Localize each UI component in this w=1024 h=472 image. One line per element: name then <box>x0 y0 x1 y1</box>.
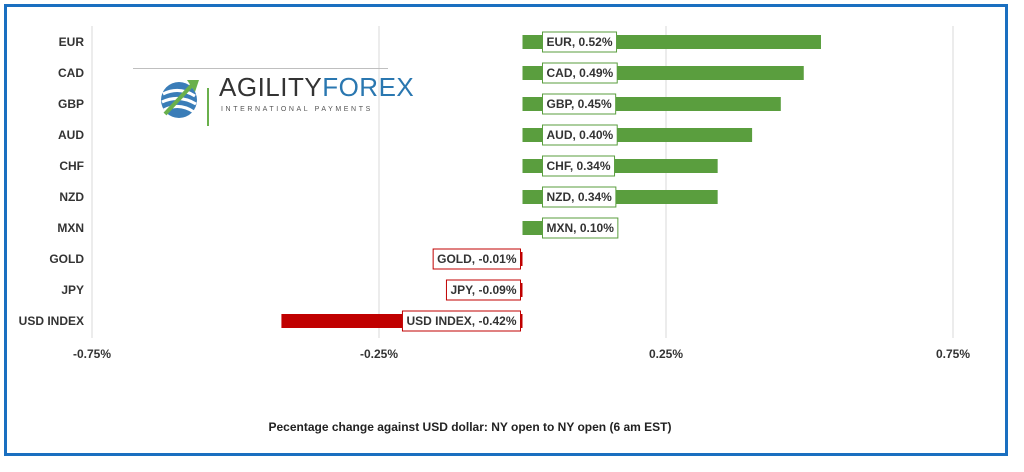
data-label-box <box>542 93 617 115</box>
category-label: NZD <box>59 190 84 204</box>
data-label: CAD, 0.49% <box>542 62 618 84</box>
globe-arrow-icon <box>161 80 209 126</box>
category-label: JPY <box>61 283 84 297</box>
data-label-box <box>401 310 521 332</box>
data-labels: EUR, 0.52% CAD, 0.49% GBP, 0.45% AUD, 0.40%… <box>401 31 619 332</box>
category-label: AUD <box>58 128 84 142</box>
data-label-box <box>542 217 619 239</box>
x-tick-label: -0.25% <box>360 347 398 361</box>
x-tick-label: -0.75% <box>73 347 111 361</box>
data-label-box <box>445 279 521 301</box>
data-label-box <box>542 186 617 208</box>
x-axis-caption: Pecentage change against USD dollar: NY … <box>269 420 672 434</box>
logo-tagline: INTERNATIONAL PAYMENTS <box>221 106 373 113</box>
company-logo: AGILITYFOREX INTERNATIONAL PAYMENTS <box>133 68 414 126</box>
data-label-text: GBP, 0.45% <box>547 97 612 111</box>
category-label: GOLD <box>49 252 84 266</box>
data-label-box <box>542 62 618 84</box>
data-label-text: NZD, 0.34% <box>547 190 613 204</box>
data-label: AUD, 0.40% <box>542 124 618 146</box>
data-label-text: EUR, 0.52% <box>547 35 613 49</box>
logo-divider <box>133 68 388 69</box>
data-label-text: JPY, -0.09% <box>450 283 516 297</box>
data-label-text: AUD, 0.40% <box>547 128 614 142</box>
data-label: JPY, -0.09% <box>445 279 521 301</box>
data-label-text: GOLD, -0.01% <box>437 252 517 266</box>
data-label: GBP, 0.45% <box>542 93 617 115</box>
logo-name: AGILITYFOREX <box>219 72 415 102</box>
data-label-text: MXN, 0.10% <box>547 221 615 235</box>
data-label: EUR, 0.52% <box>542 31 618 53</box>
data-label-box <box>542 31 618 53</box>
data-label: MXN, 0.10% <box>542 217 619 239</box>
category-labels: EUR CAD GBP AUD CHF NZD MXN GOLD JPY USD INDEX <box>19 35 85 328</box>
category-label: CAD <box>58 66 84 80</box>
data-label-text: CHF, 0.34% <box>547 159 611 173</box>
data-label-text: CAD, 0.49% <box>547 66 614 80</box>
data-label-box <box>542 124 618 146</box>
category-label: GBP <box>58 97 84 111</box>
category-label: USD INDEX <box>19 314 84 328</box>
category-label: CHF <box>59 159 84 173</box>
x-tick-label: 0.25% <box>649 347 683 361</box>
data-label: USD INDEX, -0.42% <box>401 310 521 332</box>
data-label-box <box>432 248 521 270</box>
data-label-box <box>542 155 616 177</box>
data-label: CHF, 0.34% <box>542 155 616 177</box>
data-label-text: USD INDEX, -0.42% <box>406 314 516 328</box>
data-label: GOLD, -0.01% <box>432 248 521 270</box>
category-label: MXN <box>57 221 84 235</box>
chart-frame <box>4 4 1008 456</box>
x-tick-labels: -0.75% -0.25% 0.25% 0.75% <box>73 347 970 361</box>
data-label: NZD, 0.34% <box>542 186 617 208</box>
x-tick-label: 0.75% <box>936 347 970 361</box>
category-label: EUR <box>59 35 85 49</box>
